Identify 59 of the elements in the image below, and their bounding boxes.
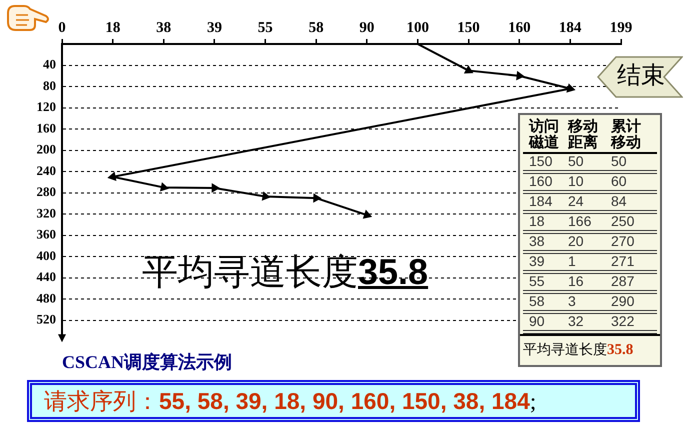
annotation: 10 — [568, 173, 584, 189]
text: 平均寻道长度35.8 — [523, 342, 634, 358]
annotation: 50 — [568, 153, 584, 169]
y-tick-label: 440 — [36, 269, 56, 284]
annotation: 38 — [529, 233, 545, 249]
annotation: 39 — [529, 253, 545, 269]
annotation: 50 — [611, 153, 627, 169]
annotation: 20 — [568, 233, 584, 249]
y-tick-label: 320 — [36, 205, 56, 220]
annotation: 290 — [611, 293, 634, 309]
x-tick-label: 38 — [156, 20, 172, 36]
annotation: 1 — [568, 253, 576, 269]
x-tick-label: 58 — [308, 20, 324, 36]
annotation: 150 — [529, 153, 552, 169]
y-tick-label: 400 — [36, 248, 56, 263]
x-tick-label: 199 — [610, 20, 632, 36]
y-tick-label: 240 — [36, 162, 56, 178]
x-tick-label: 55 — [258, 20, 273, 36]
y-tick-label: 480 — [36, 290, 56, 306]
annotation: 166 — [568, 213, 592, 229]
y-tick-label: 200 — [36, 142, 56, 157]
annotation: 271 — [611, 253, 634, 269]
annotation: 结束 — [617, 63, 665, 89]
x-tick-label: 90 — [359, 20, 374, 36]
y-tick-label: 80 — [43, 78, 56, 93]
x-tick-label: 184 — [558, 20, 582, 36]
x-tick-label: 39 — [206, 20, 222, 36]
x-tick-label: 100 — [406, 20, 429, 36]
x-tick-label: 18 — [105, 20, 120, 36]
category-label: 累计移动 — [611, 118, 642, 151]
annotation: 90 — [529, 313, 545, 329]
annotation: 84 — [611, 193, 627, 209]
y-tick-label: 120 — [36, 99, 56, 114]
x-tick-label: 0 — [58, 20, 66, 36]
annotation: 3 — [568, 293, 576, 309]
annotation: 322 — [611, 313, 634, 329]
annotation: 32 — [568, 313, 584, 329]
annotation: 287 — [611, 273, 634, 289]
text: 请求序列：55, 58, 39, 18, 90, 160, 150, 38, 184; — [44, 388, 536, 414]
y-tick-label: 520 — [36, 312, 56, 327]
y-tick-label: 360 — [36, 226, 56, 242]
annotation: 270 — [611, 233, 634, 249]
text: CSCAN调度算法示例 — [62, 352, 232, 372]
annotation: 18 — [529, 213, 545, 229]
y-tick-label: 40 — [43, 56, 56, 72]
y-tick-label: 280 — [36, 184, 56, 200]
y-tick-label: 160 — [36, 120, 56, 136]
annotation: 55 — [529, 273, 545, 289]
annotation: 250 — [611, 213, 634, 229]
annotation: 184 — [529, 193, 552, 209]
x-tick-label: 160 — [508, 20, 531, 36]
category-label: 访问磁道 — [529, 118, 560, 151]
annotation: 24 — [568, 193, 584, 209]
annotation: 16 — [568, 273, 584, 289]
x-tick-label: 150 — [457, 20, 480, 36]
category-label: 移动距离 — [568, 118, 599, 151]
annotation: 58 — [529, 293, 545, 309]
annotation: 60 — [611, 173, 627, 189]
annotation: 160 — [529, 173, 552, 189]
